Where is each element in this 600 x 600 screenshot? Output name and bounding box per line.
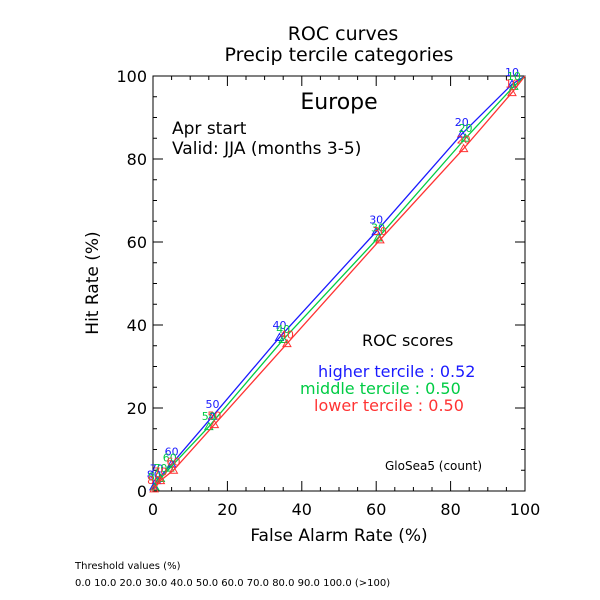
series-marker-higher-tercile — [207, 411, 218, 420]
series-marker-middle-tercile — [460, 133, 471, 142]
threshold-label-higher-tercile: 70 — [150, 462, 164, 475]
threshold-label-middle-tercile: 30 — [371, 221, 385, 234]
y-tick-label: 20 — [127, 399, 147, 418]
threshold-values: 0.0 10.0 20.0 30.0 40.0 50.0 60.0 70.0 8… — [75, 578, 391, 589]
threshold-label-middle-tercile: 50 — [202, 410, 216, 423]
series-marker-higher-tercile — [274, 332, 285, 341]
threshold-label-lower-tercile: 30 — [373, 225, 387, 238]
threshold-label-lower-tercile: 70 — [153, 466, 167, 479]
threshold-label-lower-tercile: 20 — [457, 134, 471, 147]
threshold-label-lower-tercile: 50 — [207, 410, 221, 423]
series-marker-lower-tercile — [168, 465, 179, 474]
model-annotation: GloSea5 (count) — [385, 459, 482, 473]
legend-entry-middle: middle tercile : 0.50 — [300, 379, 461, 398]
threshold-label-higher-tercile: 10 — [505, 66, 519, 79]
series-marker-lower-tercile — [155, 475, 166, 485]
valid-label: Valid: JJA (months 3-5) — [172, 139, 361, 159]
y-tick-label: 40 — [127, 316, 147, 335]
series-marker-higher-tercile — [456, 129, 467, 138]
series-marker-middle-tercile — [164, 463, 175, 472]
x-tick-label: 100 — [510, 500, 541, 519]
series-line-lower-tercile — [152, 75, 526, 492]
threshold-label-middle-tercile: 40 — [276, 323, 290, 336]
threshold-label-higher-tercile: 50 — [206, 398, 220, 411]
y-tick-label: 60 — [127, 233, 147, 252]
threshold-title: Threshold values (%) — [75, 561, 181, 572]
series-line-middle-tercile — [152, 75, 526, 492]
legend-entry-lower: lower tercile : 0.50 — [314, 396, 464, 415]
y-axis-label: Hit Rate (%) — [83, 231, 103, 334]
chart-subtitle: Precip tercile categories — [225, 44, 454, 66]
series-marker-middle-tercile — [373, 232, 383, 242]
series-group: 8070605040302010807060504030201080706050… — [147, 66, 526, 493]
threshold-label-middle-tercile: 10 — [507, 70, 521, 83]
threshold-label-higher-tercile: 60 — [165, 446, 179, 459]
threshold-label-lower-tercile: 40 — [280, 329, 294, 342]
threshold-label-middle-tercile: 20 — [458, 122, 472, 135]
threshold-label-higher-tercile: 20 — [455, 116, 469, 129]
series-marker-lower-tercile — [458, 143, 469, 153]
series-marker-middle-tercile — [278, 334, 289, 344]
region-label: Europe — [300, 90, 377, 115]
threshold-label-lower-tercile: 10 — [505, 78, 519, 91]
x-tick-label: 80 — [440, 500, 460, 519]
y-tick-label: 0 — [137, 482, 147, 501]
series-marker-lower-tercile — [375, 234, 385, 244]
x-tick-label: 60 — [366, 500, 386, 519]
x-tick-label: 20 — [217, 500, 237, 519]
axis-ticks-group: 0 20 40 60 80 100 0 20 40 60 80 100 — [116, 67, 540, 519]
start-label: Apr start — [172, 119, 247, 139]
threshold-label-higher-tercile: 30 — [369, 213, 383, 226]
series-marker-higher-tercile — [507, 79, 517, 88]
x-tick-label: 40 — [292, 500, 312, 519]
series-marker-lower-tercile — [149, 483, 159, 493]
x-axis-label: False Alarm Rate (%) — [250, 526, 427, 546]
series-marker-higher-tercile — [371, 226, 382, 236]
threshold-label-middle-tercile: 70 — [153, 462, 167, 475]
series-marker-lower-tercile — [282, 338, 292, 348]
legend-title: ROC scores — [362, 331, 453, 350]
series-marker-lower-tercile — [507, 87, 517, 97]
chart-title: ROC curves — [288, 23, 399, 45]
threshold-label-lower-tercile: 60 — [166, 455, 180, 468]
y-tick-label: 100 — [116, 67, 147, 86]
threshold-label-middle-tercile: 60 — [163, 452, 177, 465]
legend-entry-higher: higher tercile : 0.52 — [318, 362, 475, 381]
threshold-label-higher-tercile: 40 — [272, 319, 286, 332]
y-tick-label: 80 — [127, 150, 147, 169]
x-tick-label: 0 — [148, 500, 158, 519]
series-marker-lower-tercile — [209, 419, 220, 429]
